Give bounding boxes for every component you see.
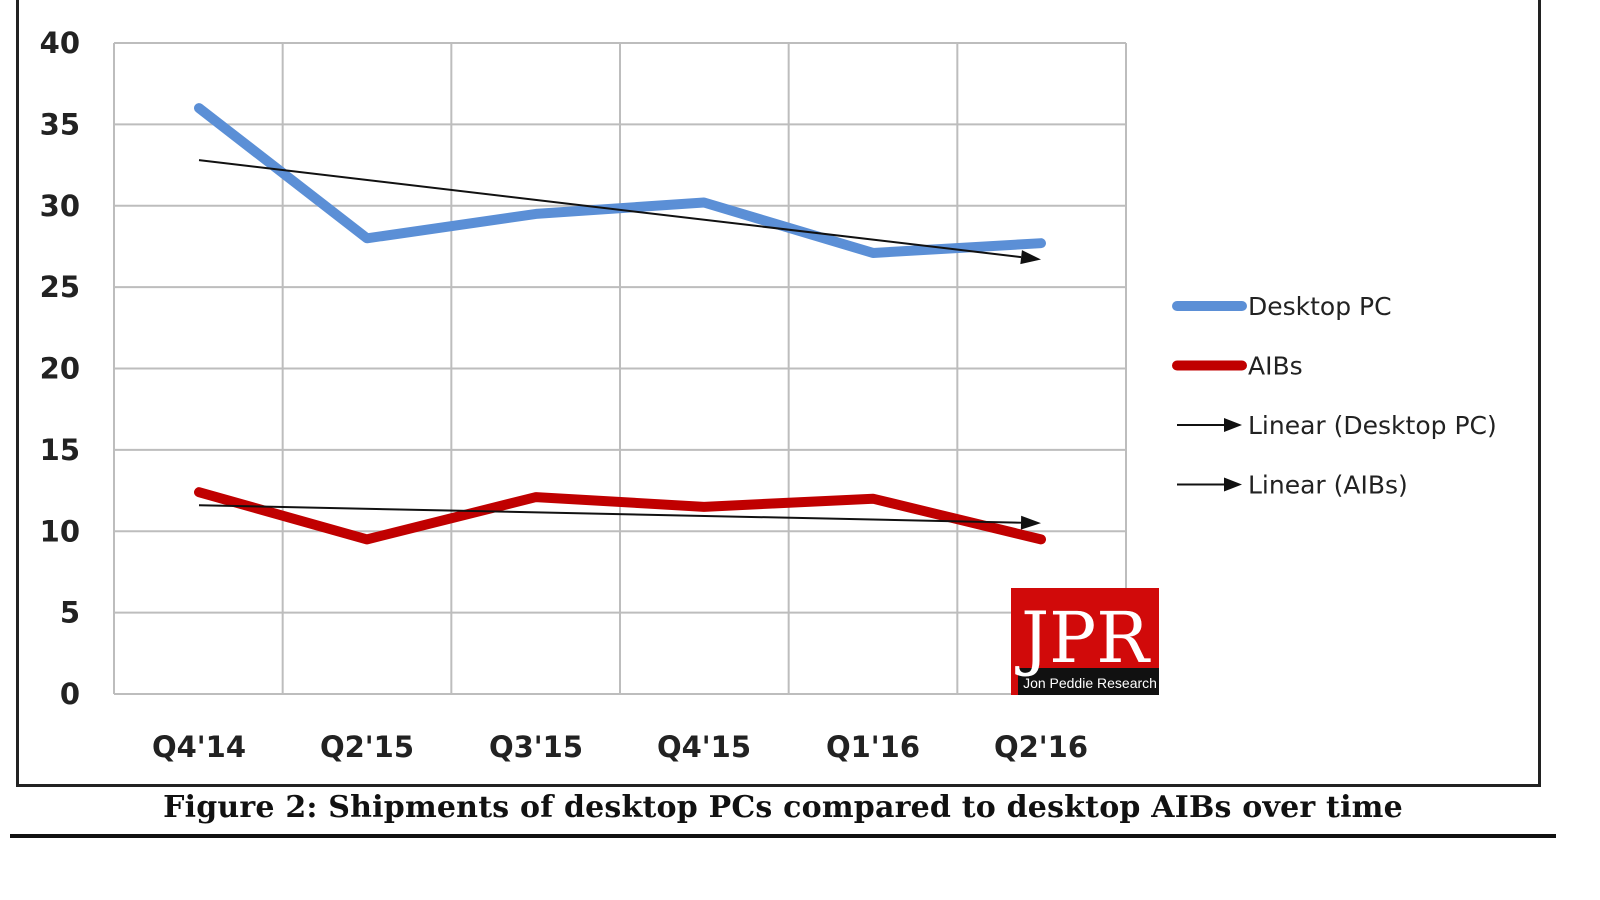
chart-frame: [16, 0, 1541, 787]
logo-band: [1018, 668, 1159, 695]
series-line-desktop-pc: [194, 103, 1046, 258]
legend-label-linear-desktop-pc: Linear (Desktop PC): [1248, 411, 1497, 440]
legend-label-desktop-pc: Desktop PC: [1248, 292, 1392, 321]
x-tick-label: Q3'15: [489, 730, 583, 764]
x-tick-label: Q4'15: [657, 730, 751, 764]
legend-label-linear-aibs: Linear (AIBs): [1248, 471, 1408, 500]
legend: Desktop PC AIBs Linear (Desktop PC) Linear …: [1172, 292, 1497, 500]
y-tick-label: 15: [40, 433, 80, 467]
x-tick-label: Q4'14: [152, 730, 246, 764]
jpr-logo: JPR Jon Peddie Research: [1011, 588, 1159, 695]
x-tick-label: Q2'15: [320, 730, 414, 764]
x-tick-label: Q1'16: [826, 730, 920, 764]
trendline-arrowhead: [1020, 515, 1041, 530]
legend-arrowhead: [1224, 418, 1242, 432]
trendlines: [198, 159, 1041, 530]
y-tick-label: 5: [60, 596, 80, 630]
y-tick-label: 35: [40, 107, 80, 141]
series-line-aibs: [194, 487, 1046, 545]
y-tick-label: 0: [60, 677, 80, 711]
legend-arrowhead: [1224, 477, 1242, 492]
series-lines: [194, 103, 1046, 545]
grid: [113, 42, 1127, 695]
figure-caption: Figure 2: Shipments of desktop PCs compa…: [163, 790, 1403, 825]
y-tick-label: 10: [40, 514, 80, 548]
y-tick-label: 25: [40, 270, 80, 304]
legend-label-aibs: AIBs: [1248, 352, 1303, 381]
y-tick-label: 20: [40, 352, 80, 386]
y-tick-label: 30: [40, 189, 80, 223]
x-tick-label: Q2'16: [994, 730, 1088, 764]
caption-divider: [10, 834, 1556, 838]
y-axis-ticks: 0 5 10 15 20 25 30 35 40: [40, 26, 80, 711]
line-chart: 0 5 10 15 20 25 30 35 40 Q4'14 Q2'15 Q3'15 Q4'15 Q1'…: [40, 26, 1497, 764]
trendline-linear-aibs: [198, 504, 1022, 524]
x-axis-ticks: Q4'14 Q2'15 Q3'15 Q4'15 Q1'16 Q2'16: [152, 730, 1088, 764]
logo-subtitle: Jon Peddie Research: [1023, 675, 1157, 691]
trendline-linear-desktop-pc: [198, 159, 1022, 259]
y-tick-label: 40: [40, 26, 80, 60]
trendline-arrowhead: [1020, 250, 1041, 265]
logo-letters: JPR: [1015, 597, 1151, 679]
